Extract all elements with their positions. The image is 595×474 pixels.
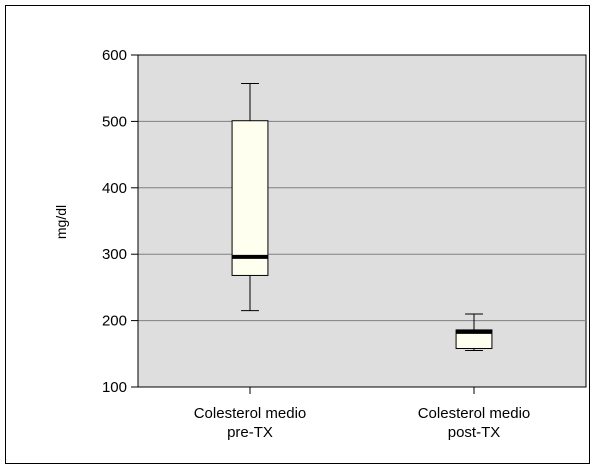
y-axis: 100 200 300 400 500 600 — [102, 47, 139, 396]
box-plot — [455, 313, 493, 351]
plot-background — [137, 54, 587, 388]
interquartile-box — [231, 120, 269, 276]
y-tick-label: 600 — [102, 47, 127, 64]
x-tick-label: Colesterol medio post-TX — [418, 405, 531, 441]
y-tick-label: 500 — [102, 113, 127, 130]
box-plot — [231, 83, 269, 312]
x-axis: Colesterol medio pre-TX Colesterol medio po… — [194, 387, 531, 441]
y-tick-label: 400 — [102, 180, 127, 197]
grid-lines — [138, 120, 586, 322]
y-tick-label: 200 — [102, 313, 127, 330]
x-tick-label: Colesterol medio pre-TX — [194, 405, 307, 441]
y-tick-label: 100 — [102, 379, 127, 396]
y-axis-label: mg/dl — [53, 205, 69, 239]
boxes — [231, 83, 493, 351]
y-tick-label: 300 — [102, 246, 127, 263]
